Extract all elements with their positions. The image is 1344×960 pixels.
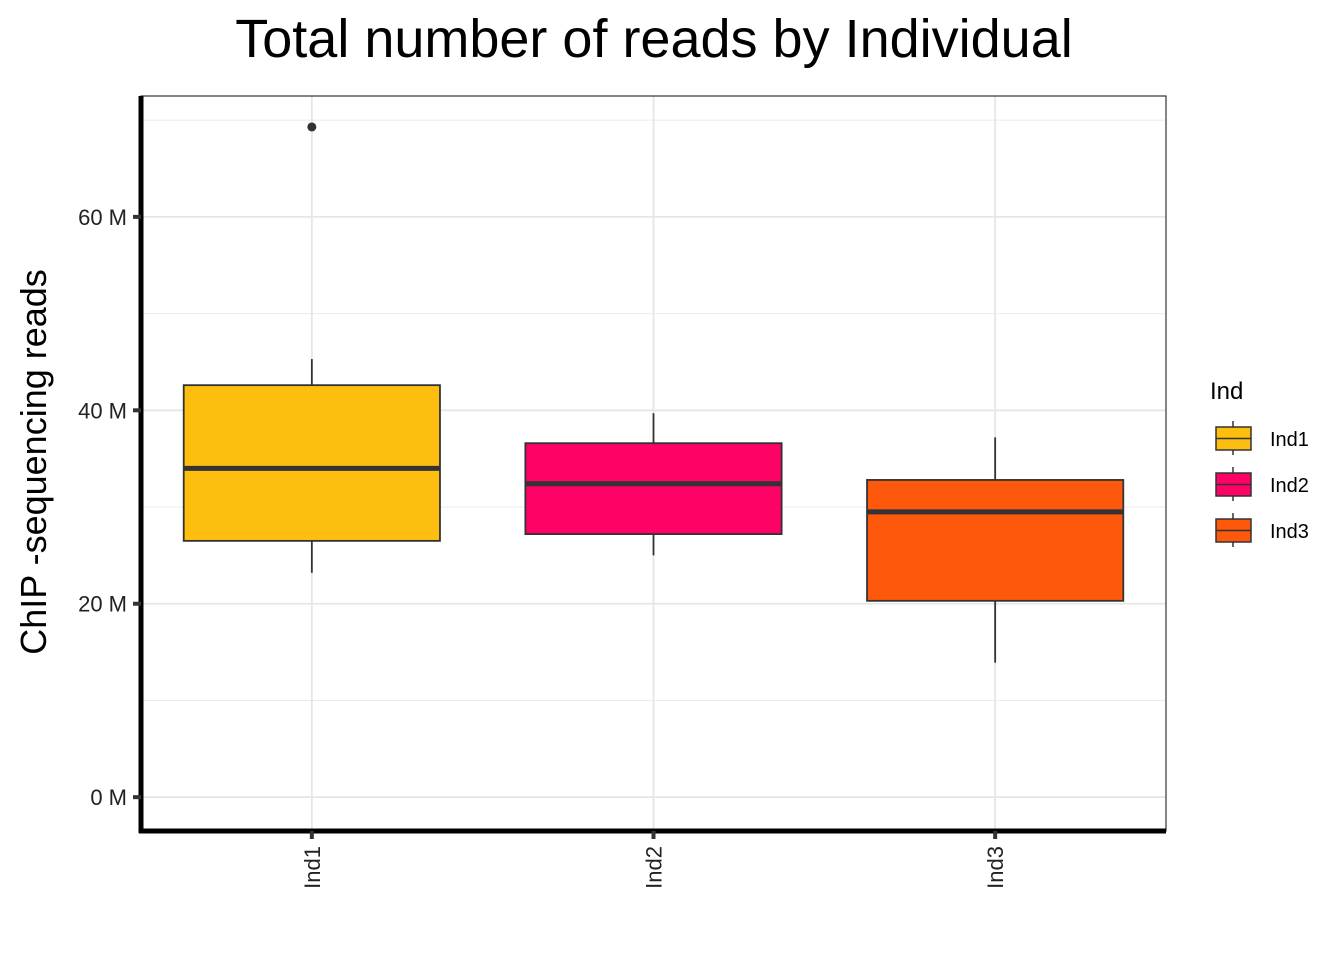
y-tick-label: 40 M (78, 398, 127, 423)
x-tick-label: Ind3 (983, 846, 1008, 889)
x-tick-label: Ind2 (642, 846, 667, 889)
box-ind1 (182, 122, 441, 573)
y-tick-label: 60 M (78, 205, 127, 230)
box-body (524, 442, 783, 535)
legend-item-ind1: Ind1 (1215, 421, 1309, 455)
legend: Ind Ind1 Ind2 Ind3 (1210, 378, 1309, 547)
y-tick-label: 20 M (78, 592, 127, 617)
x-tick-label: Ind1 (300, 846, 325, 889)
box-body (182, 384, 441, 542)
chart-title: Total number of reads by Individual (235, 9, 1072, 69)
legend-item-ind2: Ind2 (1215, 467, 1309, 501)
box-ind3 (866, 437, 1125, 663)
box-body (866, 479, 1125, 602)
outlier-point (307, 122, 317, 132)
legend-item-ind3: Ind3 (1215, 513, 1309, 547)
legend-title: Ind (1210, 378, 1243, 405)
legend-label: Ind3 (1270, 521, 1309, 543)
x-ticks: Ind1 Ind2 Ind3 (300, 831, 1008, 889)
legend-label: Ind2 (1270, 475, 1309, 497)
y-tick-label: 0 M (90, 785, 127, 810)
y-axis-label: ChIP -sequencing reads (13, 269, 54, 655)
box-ind2 (524, 413, 783, 556)
y-ticks: 0 M 20 M 40 M 60 M (78, 205, 141, 810)
box-layer (182, 122, 1125, 663)
legend-label: Ind1 (1270, 429, 1309, 451)
